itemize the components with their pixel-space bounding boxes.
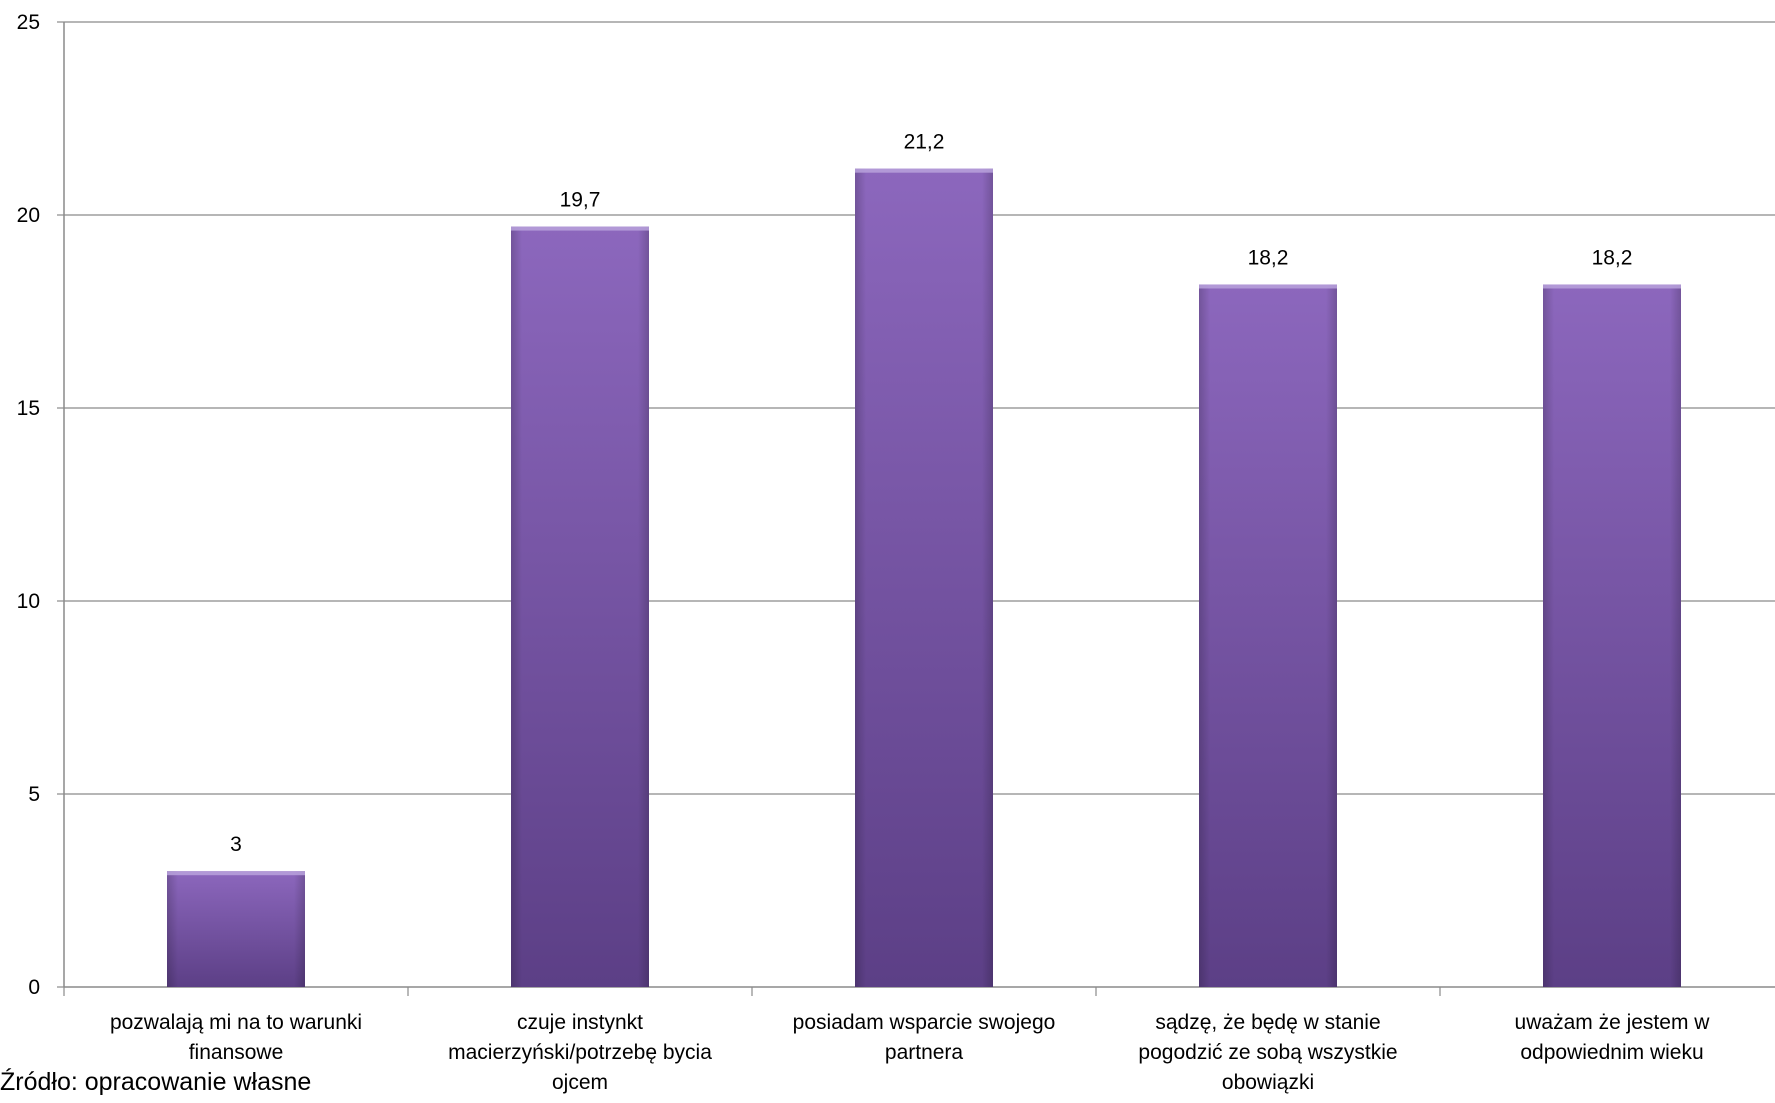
y-tick-label-20: 20 [17, 204, 40, 227]
category-label-4-1: odpowiednim wieku [1520, 1041, 1703, 1064]
y-tick-label-0: 0 [28, 976, 40, 999]
bar-highlight-3 [1199, 284, 1337, 289]
bar-shade-1 [511, 226, 649, 987]
category-label-1-1: macierzyński/potrzebę bycia [448, 1041, 712, 1064]
bars [167, 168, 1681, 988]
category-label-0-1: finansowe [189, 1041, 284, 1064]
category-label-1-2: ojcem [552, 1071, 608, 1094]
category-label-2-0: posiadam wsparcie swojego [793, 1011, 1056, 1034]
category-label-3-1: pogodzić ze sobą wszystkie [1138, 1041, 1397, 1064]
bar-highlight-4 [1543, 284, 1681, 289]
category-label-1-0: czuje instynkt [517, 1011, 643, 1034]
data-label-0: 3 [230, 833, 242, 856]
y-tick-label-5: 5 [28, 783, 40, 806]
bar-shade-2 [855, 168, 993, 987]
category-label-0-0: pozwalają mi na to warunki [110, 1011, 362, 1034]
category-label-2-1: partnera [885, 1041, 964, 1064]
bar-highlight-1 [511, 226, 649, 231]
bar-highlight-2 [855, 168, 993, 173]
source-note: Źródło: opracowanie własne [0, 1068, 312, 1096]
y-tick-label-25: 25 [17, 11, 40, 34]
y-tick-label-15: 15 [17, 397, 40, 420]
bar-shade-0 [167, 871, 305, 987]
category-label-3-0: sądzę, że będę w stanie [1155, 1011, 1380, 1034]
data-label-4: 18,2 [1592, 246, 1633, 269]
bar-shade-4 [1543, 284, 1681, 988]
data-label-2: 21,2 [904, 131, 945, 154]
category-label-4-0: uważam że jestem w [1515, 1011, 1711, 1034]
y-tick-label-10: 10 [17, 590, 40, 613]
data-label-1: 19,7 [560, 189, 601, 212]
bar-highlight-0 [167, 871, 305, 876]
category-label-3-2: obowiązki [1222, 1071, 1314, 1094]
labels: 0 5 10 15 20 25 3 pozwalają mi na to warunki fin… [17, 11, 1711, 1094]
bar-shade-3 [1199, 284, 1337, 988]
data-label-3: 18,2 [1248, 246, 1289, 269]
